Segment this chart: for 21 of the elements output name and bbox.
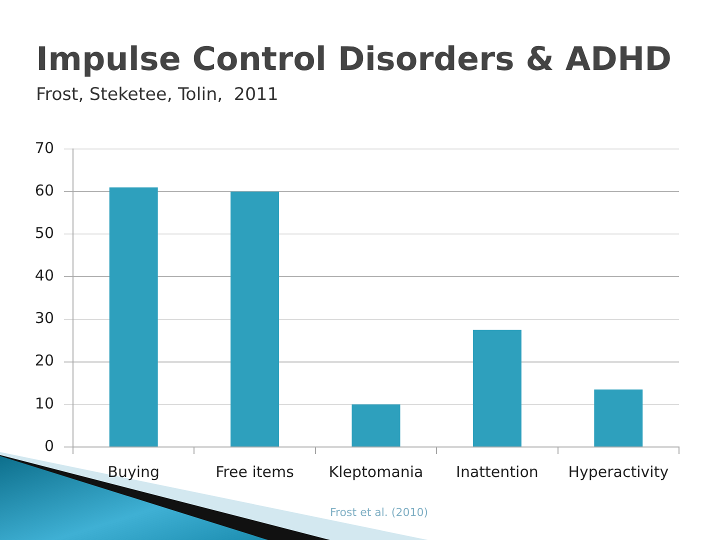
- x-tick-label: Kleptomania: [328, 462, 424, 481]
- bar: [109, 187, 158, 446]
- y-tick-label: 0: [44, 436, 54, 455]
- y-tick-label: 30: [34, 309, 54, 328]
- text: Frost et al. (2010): [330, 506, 428, 519]
- x-tick-label: Inattention: [456, 462, 538, 481]
- bar: [594, 390, 643, 446]
- y-tick-label: 10: [34, 394, 54, 412]
- y-tick-label: 60: [34, 181, 54, 200]
- chart-title: Impulse Control Disorders & ADHD: [36, 40, 672, 78]
- y-tick-label: 50: [34, 224, 54, 242]
- x-tick-label: Buying: [108, 462, 160, 481]
- bar: [230, 192, 280, 446]
- y-tick-label: 70: [34, 138, 54, 157]
- x-tick-label: Free items: [216, 462, 294, 481]
- chart-subtitle: Frost, Steketee, Tolin, 2011: [36, 85, 278, 105]
- bar: [472, 330, 522, 446]
- y-tick-label: 40: [34, 266, 54, 285]
- bar: [352, 404, 400, 446]
- x-tick-label: Hyperactivity: [568, 462, 669, 481]
- y-tick-label: 20: [34, 352, 54, 370]
